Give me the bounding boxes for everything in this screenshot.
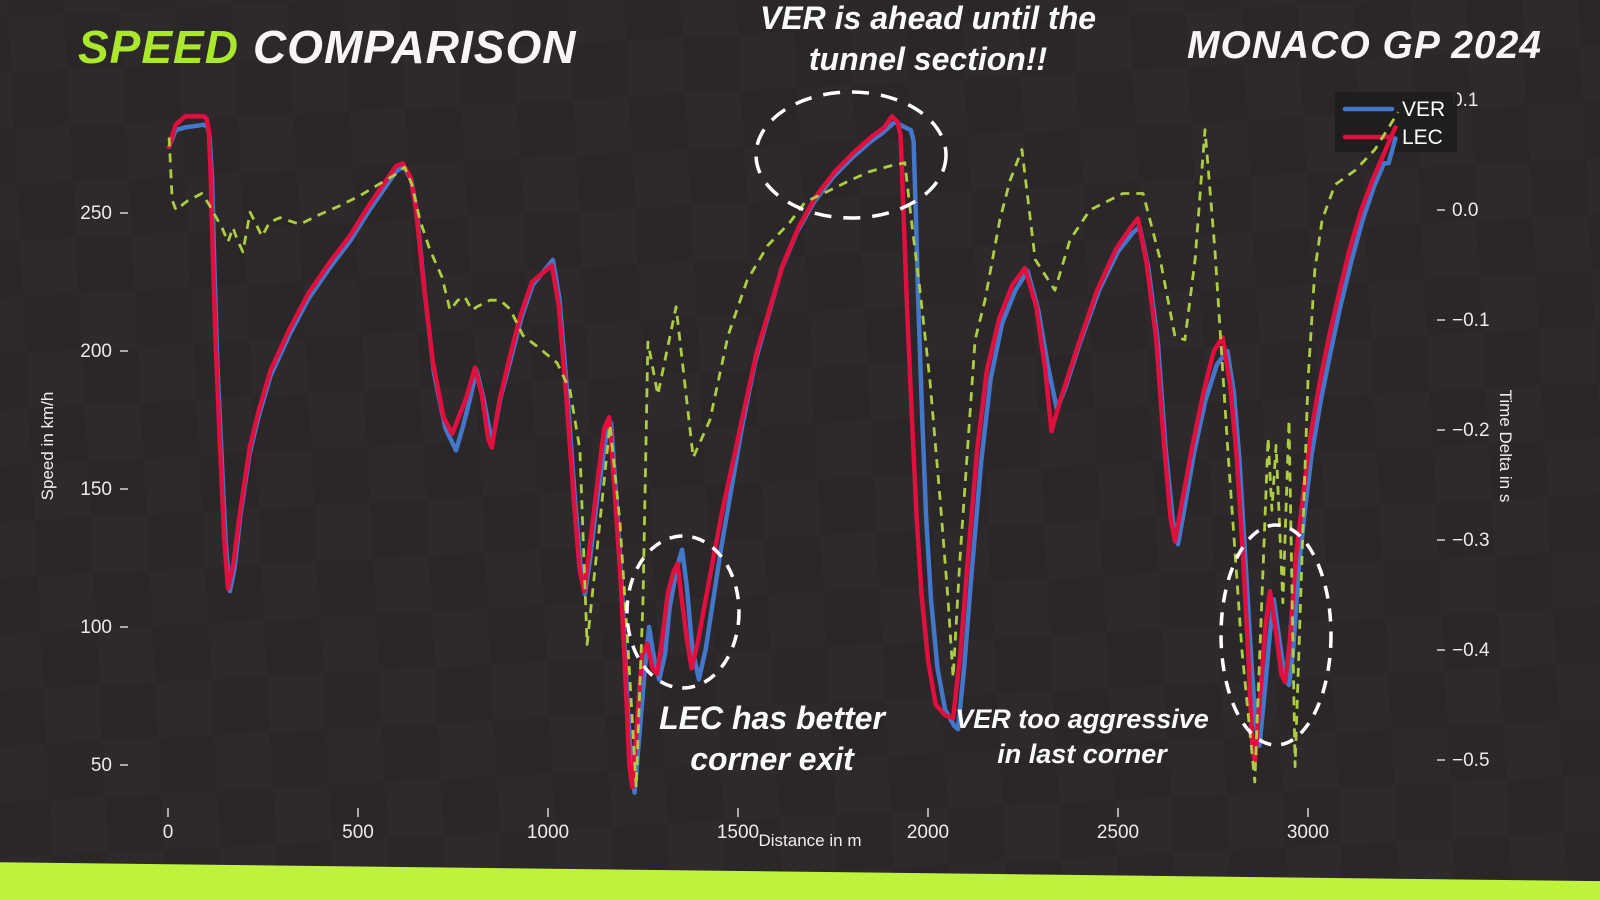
svg-text:1000: 1000 [527,822,569,843]
svg-text:0.0: 0.0 [1452,200,1478,221]
svg-text:3000: 3000 [1287,822,1329,843]
annotation-corner-exit-line1: LEC has better [659,700,885,736]
annotation-corner-exit: LEC has better corner exit [612,698,932,780]
axis-ticks: 0 500 1000 1500 2000 2500 3000 250 200 150 100 50 0.… [80,90,1490,843]
svg-text:−0.5: −0.5 [1452,750,1490,771]
svg-text:0.1: 0.1 [1452,90,1478,111]
svg-text:50: 50 [91,755,112,776]
svg-text:250: 250 [80,203,112,224]
legend-label-ver: VER [1402,98,1445,121]
x-axis-title: Distance in m [758,831,862,850]
annotation-tunnel: VER is ahead until the tunnel section!! [728,0,1128,80]
event-title: MONACO GP 2024 [1187,24,1542,67]
svg-text:0: 0 [163,822,174,843]
svg-text:150: 150 [80,479,112,500]
svg-text:−0.4: −0.4 [1452,640,1490,661]
svg-text:200: 200 [80,341,112,362]
annotation-last-corner-line2: in last corner [997,738,1167,769]
svg-text:2500: 2500 [1097,822,1139,843]
left-y-axis-title: Speed in km/h [38,391,57,501]
page-title-rest: COMPARISON [252,21,577,73]
svg-text:1500: 1500 [717,822,759,843]
lec-speed-line [166,114,1398,790]
svg-text:2000: 2000 [907,822,949,843]
highlight-ellipse-last-corner [1219,523,1333,747]
time-delta-line [167,111,1400,789]
annotation-tunnel-line1: VER is ahead until the [759,0,1097,36]
svg-text:−0.1: −0.1 [1452,310,1490,331]
legend-label-lec: LEC [1402,126,1443,149]
page-title-accent: SPEED [78,21,239,73]
svg-text:500: 500 [342,822,374,843]
highlight-ellipse-corner-exit [625,534,741,690]
page-title: SPEED COMPARISON [78,20,576,74]
svg-text:−0.2: −0.2 [1452,420,1490,441]
right-y-axis-title: Time Delta in s [1496,389,1515,503]
highlight-ellipse-tunnel [754,90,948,220]
svg-text:−0.3: −0.3 [1452,530,1490,551]
annotation-corner-exit-line2: corner exit [690,740,854,777]
annotation-last-corner-line1: VER too aggressive [955,704,1209,734]
annotation-last-corner: VER too aggressive in last corner [932,702,1232,771]
svg-text:100: 100 [80,617,112,638]
annotation-tunnel-line2: tunnel section!! [808,40,1048,77]
